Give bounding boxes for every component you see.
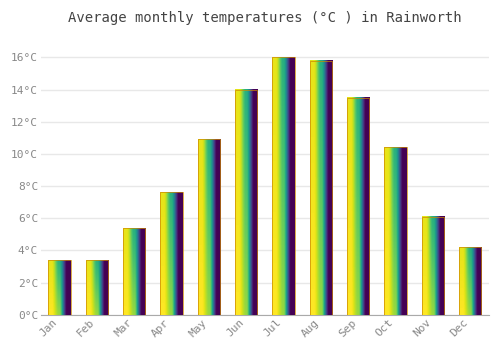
Bar (459, 247, 481, 315)
Bar (272, 57, 295, 315)
Bar (123, 228, 146, 315)
Bar (160, 193, 183, 315)
Bar (198, 139, 220, 315)
Bar (48, 260, 71, 315)
Bar (422, 217, 444, 315)
Bar (384, 147, 407, 315)
Title: Average monthly temperatures (°C ) in Rainworth: Average monthly temperatures (°C ) in Ra… (68, 11, 462, 25)
Bar (310, 61, 332, 315)
Bar (347, 98, 370, 315)
Bar (86, 260, 108, 315)
Bar (235, 90, 258, 315)
